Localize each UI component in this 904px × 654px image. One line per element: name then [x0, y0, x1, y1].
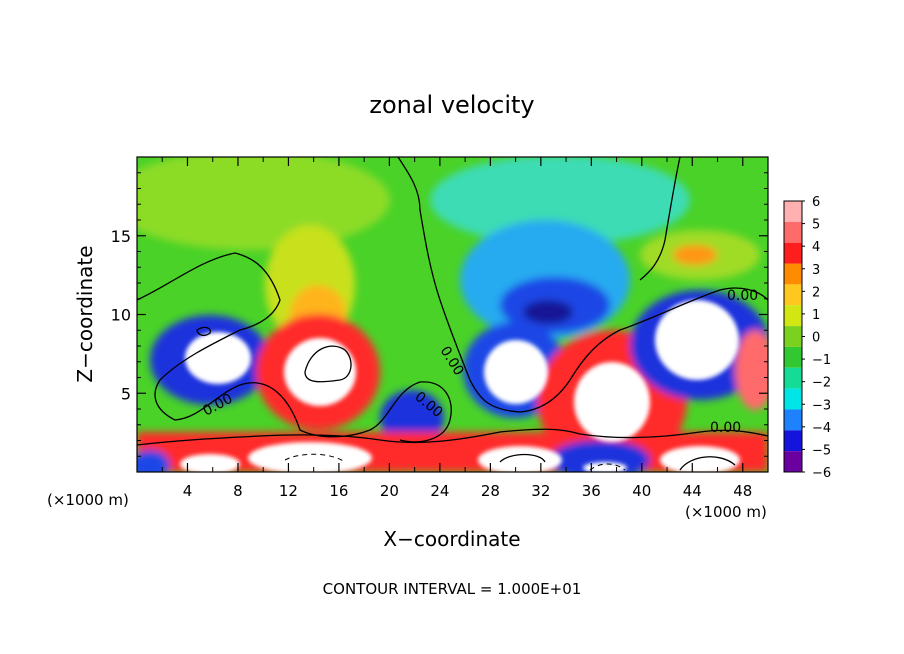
x-tick-label: 48 — [733, 482, 752, 500]
colorbar-label: −4 — [812, 421, 831, 436]
colorbar-label: 3 — [812, 263, 820, 278]
y-axis-label: Z−coordinate — [73, 245, 97, 382]
colorbar-swatch — [784, 221, 802, 243]
y-tick-label: 10 — [111, 306, 131, 325]
x-tick-label: 4 — [183, 482, 193, 500]
x-unit-left: (×1000 m) — [47, 491, 129, 509]
colorbar-label: −2 — [812, 376, 831, 391]
colorbar-swatch — [784, 451, 802, 472]
contour-label: 0.00 — [727, 288, 758, 304]
x-tick-label: 20 — [380, 482, 399, 500]
y-axis: 5 10 15 — [111, 172, 768, 457]
chart-title: zonal velocity — [369, 91, 534, 119]
colorbar-label: 6 — [812, 195, 820, 210]
contour-label: 0.00 — [710, 420, 741, 436]
x-axis-label: X−coordinate — [383, 527, 520, 551]
colorbar-label: 1 — [812, 308, 820, 323]
x-tick-label: 36 — [582, 482, 601, 500]
x-tick-label: 40 — [632, 482, 651, 500]
colorbar-swatch — [784, 409, 802, 431]
colorbar-label: 0 — [812, 331, 820, 346]
colorbar-label: −1 — [812, 353, 831, 368]
colorbar-swatch — [784, 388, 802, 410]
x-unit-right: (×1000 m) — [685, 503, 767, 521]
x-tick-label: 44 — [683, 482, 702, 500]
colorbar-label: 4 — [812, 240, 820, 255]
colorbar-swatch — [784, 326, 802, 347]
colorbar-swatch — [784, 242, 802, 264]
colorbar-label: 5 — [812, 218, 820, 233]
x-tick-label: 28 — [481, 482, 500, 500]
x-tick-label: 8 — [233, 482, 243, 500]
y-tick-label: 5 — [121, 384, 131, 403]
x-tick-label: 16 — [329, 482, 348, 500]
y-tick-label: 15 — [111, 227, 131, 246]
colorbar-label: −6 — [812, 466, 831, 481]
heatmap-field — [137, 157, 768, 472]
contour-interval-footer: CONTOUR INTERVAL = 1.000E+01 — [323, 580, 582, 598]
colorbar-label: −5 — [812, 443, 831, 458]
colorbar-swatch — [784, 346, 802, 368]
colorbar-swatch — [784, 284, 802, 306]
colorbar-swatch — [784, 367, 802, 389]
colorbar-label: 2 — [812, 285, 820, 300]
x-axis: 4 8 12 16 20 24 28 32 36 40 44 48 — [161, 157, 752, 500]
colorbar: 6 5 4 3 2 1 0 −1 −2 −3 −4 −5 −6 — [783, 195, 831, 481]
colorbar-label: −3 — [812, 398, 831, 413]
x-tick-label: 12 — [279, 482, 298, 500]
x-tick-label: 24 — [430, 482, 449, 500]
colorbar-swatch — [784, 263, 802, 285]
colorbar-swatch — [784, 430, 802, 452]
colorbar-swatch — [784, 305, 802, 327]
colorbar-swatch — [784, 201, 802, 222]
x-tick-label: 32 — [531, 482, 550, 500]
